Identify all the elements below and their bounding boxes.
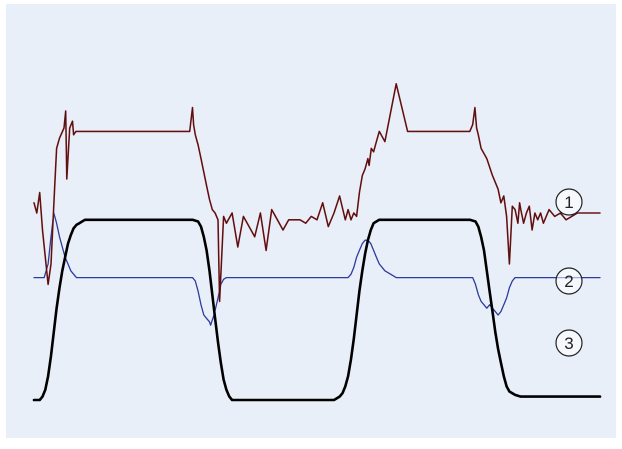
series-lines [32, 83, 602, 402]
series-1-line-overlay [33, 83, 600, 302]
series-marker-2: 2 [555, 267, 583, 295]
series-marker-label: 3 [564, 334, 573, 353]
series-marker-circle [555, 329, 583, 357]
series-marker-3: 3 [555, 329, 583, 357]
series-marker-circle [555, 267, 583, 295]
series-marker-circle [555, 188, 583, 216]
series-3-line [32, 218, 602, 402]
series-marker-label: 1 [564, 193, 573, 212]
series-markers: 1 2 3 [555, 188, 583, 357]
series-marker-label: 2 [564, 272, 573, 291]
series-marker-1: 1 [555, 188, 583, 216]
